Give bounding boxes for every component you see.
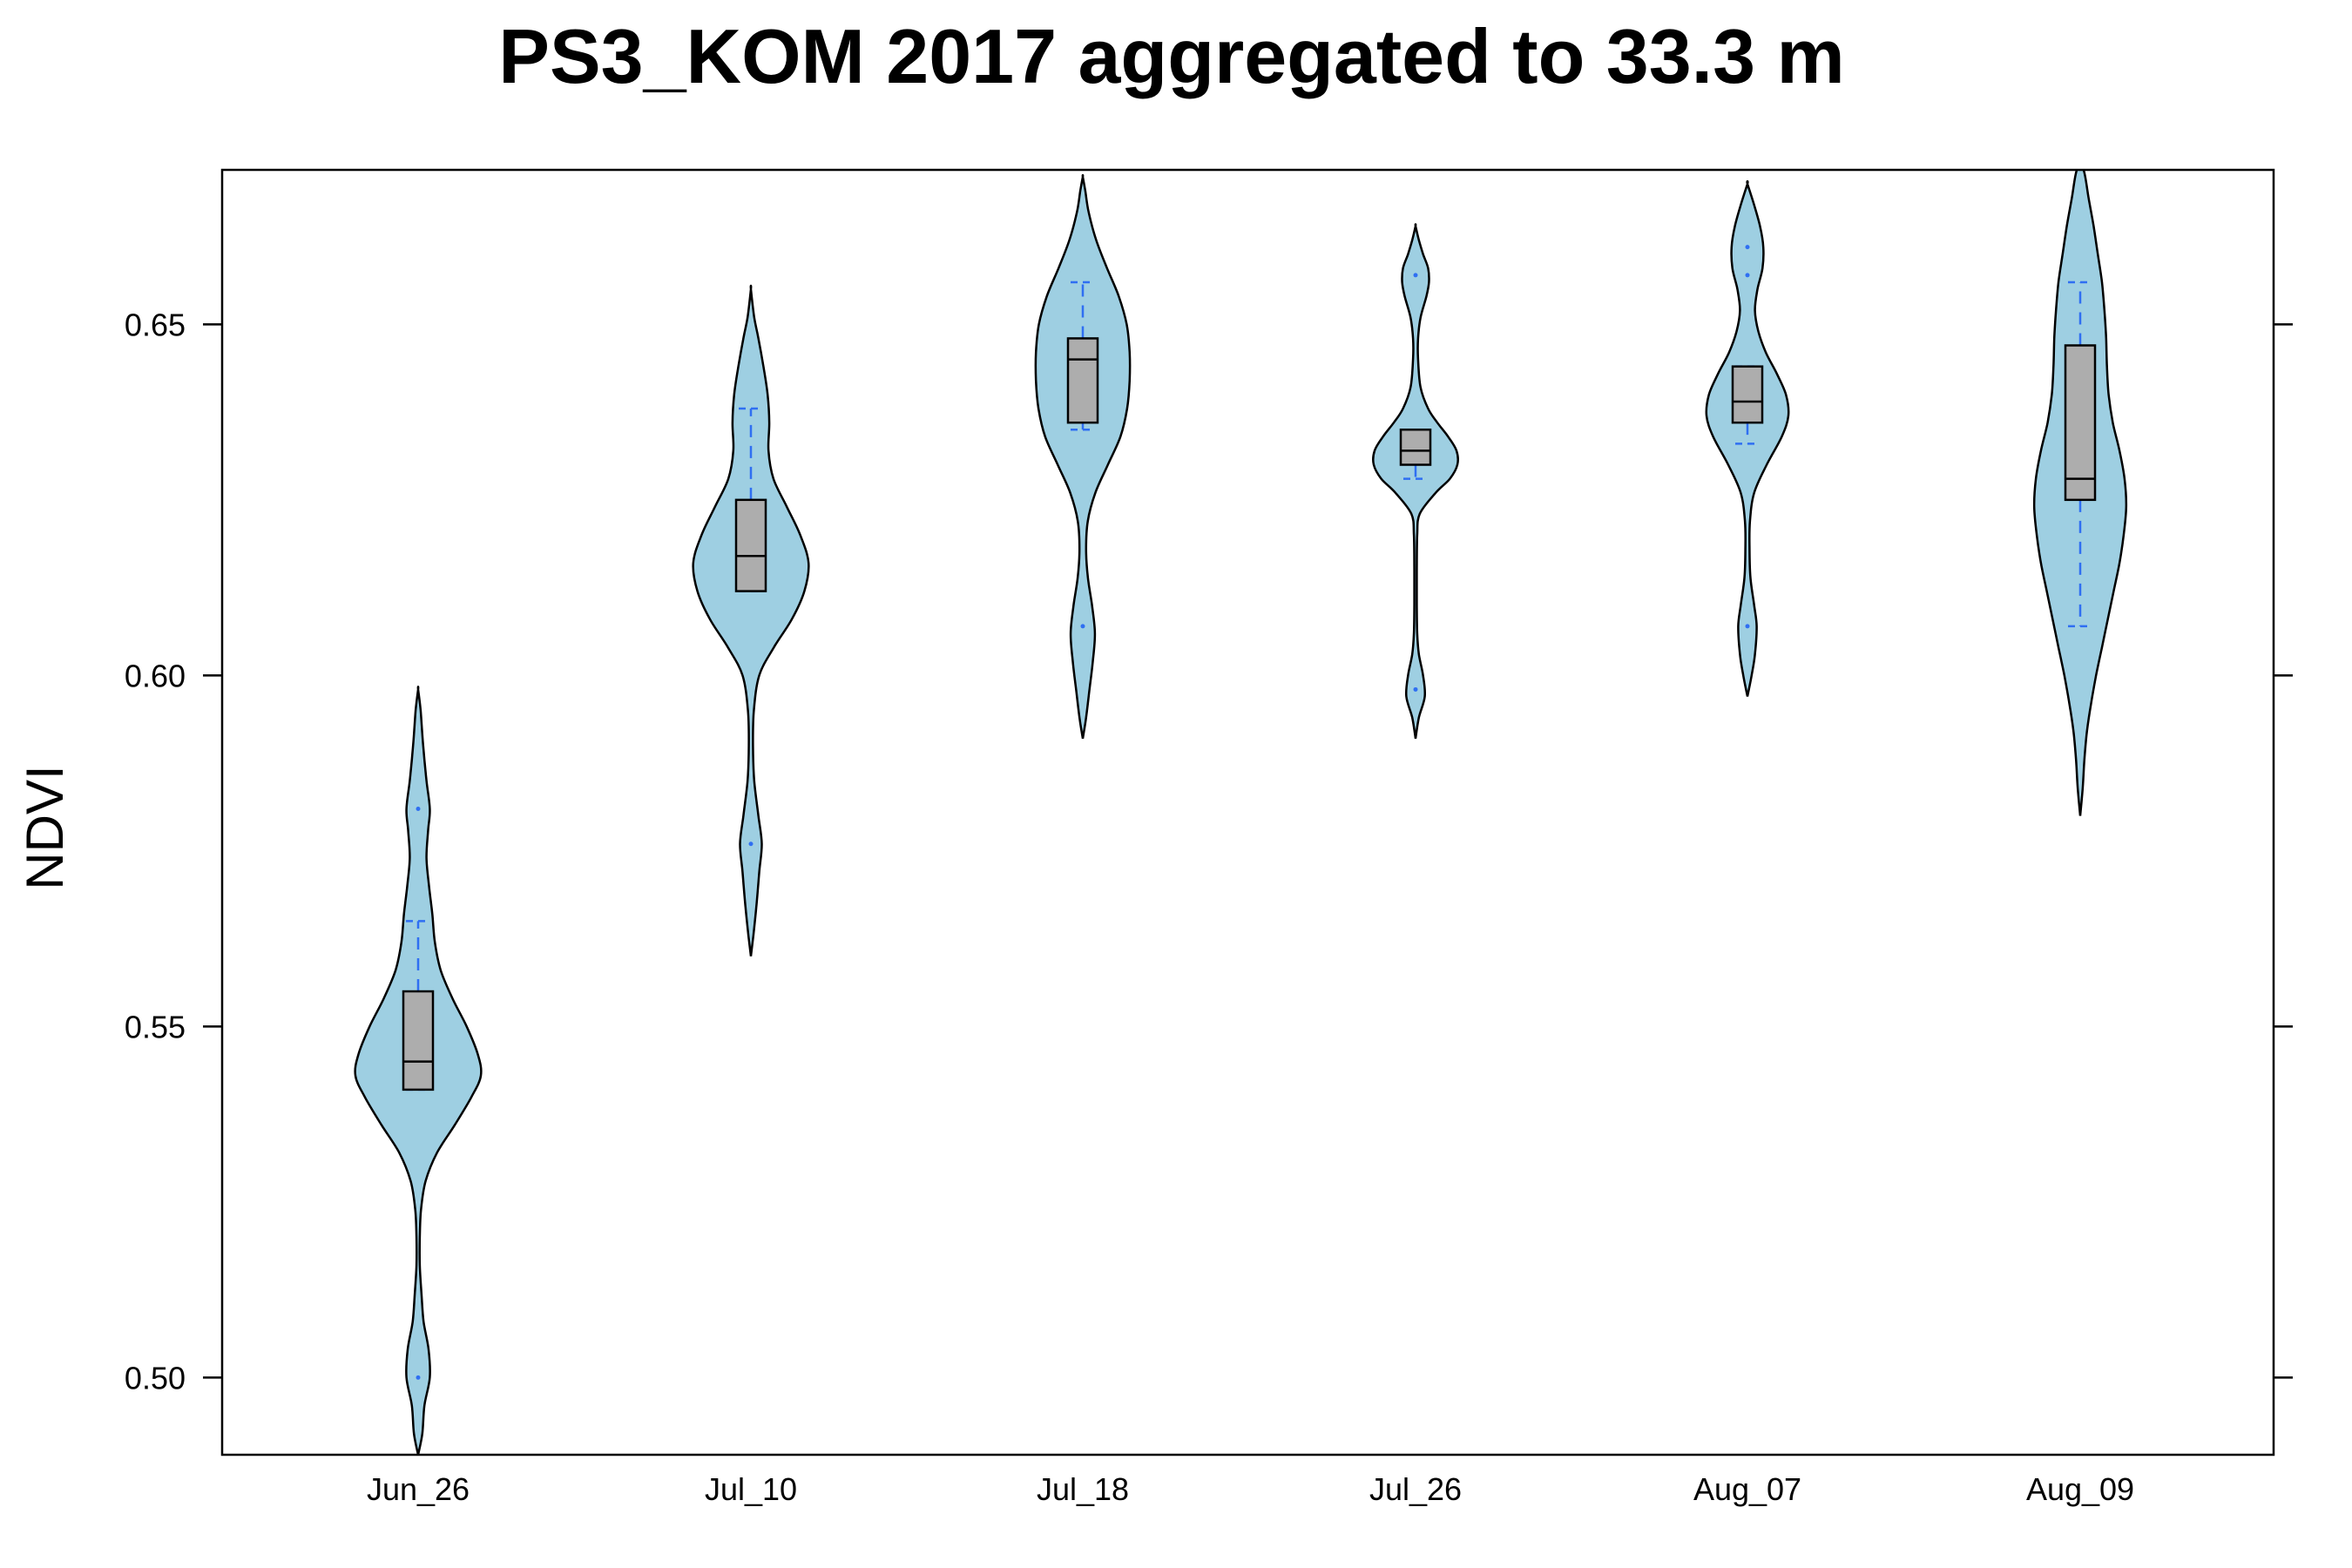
outlier-aug-07	[1745, 245, 1750, 250]
x-tick-label: Aug_09	[2026, 1471, 2134, 1507]
box-jul-26	[1399, 428, 1432, 466]
x-tick-label: Jun_26	[367, 1471, 470, 1507]
outlier-aug-07	[1745, 624, 1750, 629]
plot-frame	[220, 168, 2275, 1456]
x-tick-label: Jul_10	[705, 1471, 797, 1507]
outlier-jul-26	[1413, 273, 1418, 278]
box-jul-18	[1066, 337, 1099, 424]
y-tick-label: 0.55	[125, 1009, 186, 1044]
x-tick-label: Jul_18	[1037, 1471, 1129, 1507]
box-aug-07	[1731, 365, 1764, 424]
violin-jul-18	[1034, 173, 1132, 740]
box-aug-09	[2064, 344, 2097, 502]
outlier-jun-26	[416, 806, 421, 811]
box-jun-26	[402, 990, 435, 1092]
x-tick-label: Jul_26	[1369, 1471, 1462, 1507]
violins	[354, 170, 2128, 1455]
axes: 0.50 0.55 0.60 0.65 Jun_26 Jul_10 Jul_18 Jul_26…	[125, 307, 2293, 1507]
outlier-jul-18	[1080, 624, 1085, 629]
box-jul-10	[734, 498, 767, 592]
outlier-jun-26	[416, 1375, 421, 1380]
y-axis-label: NDVI	[16, 765, 74, 889]
outlier-jul-10	[748, 841, 754, 847]
y-tick-label: 0.50	[125, 1360, 186, 1396]
boxplots	[402, 245, 2097, 1380]
outlier-aug-07	[1745, 273, 1750, 278]
chart-title: PS3_KOM 2017 aggregated to 33.3 m	[498, 13, 1845, 99]
y-tick-label: 0.60	[125, 658, 186, 693]
y-tick-label: 0.65	[125, 307, 186, 342]
x-tick-label: Aug_07	[1693, 1471, 1801, 1507]
violin-aug-07	[1705, 179, 1790, 697]
violin-jul-26	[1372, 223, 1459, 740]
outlier-jul-26	[1413, 686, 1418, 692]
violin-jul-10	[692, 284, 810, 956]
